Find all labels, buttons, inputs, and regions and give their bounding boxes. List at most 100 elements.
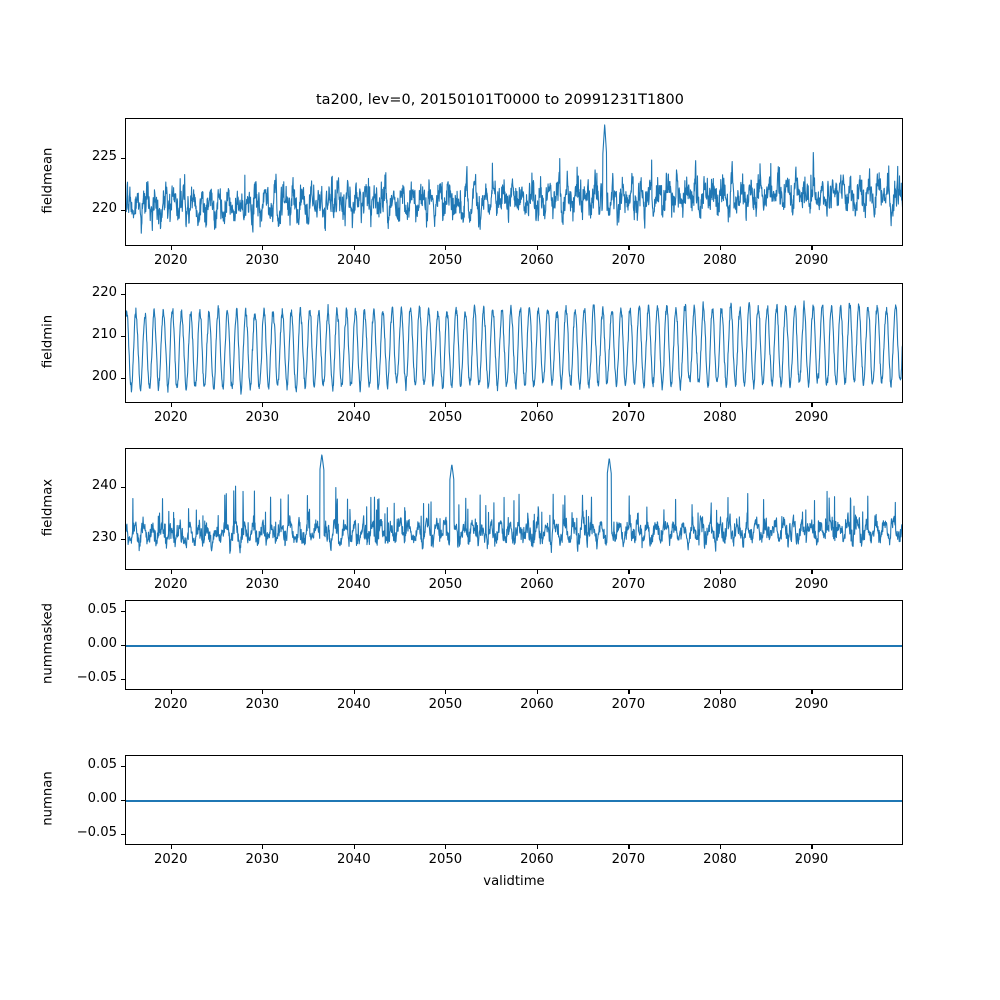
x-tick-mark [262, 845, 264, 849]
x-tick-label-fieldmin-7: 2090 [794, 410, 829, 425]
x-tick-label-numnan-5: 2070 [611, 852, 646, 867]
x-tick-label-fieldmax-4: 2060 [520, 577, 554, 592]
x-tick-mark [445, 690, 447, 694]
x-tick-label-nummasked-4: 2060 [520, 697, 554, 712]
y-tick-label-fieldmean-0: 220 [91, 201, 117, 217]
x-tick-label-nummasked-1: 2030 [245, 697, 280, 712]
series-fieldmax [126, 454, 902, 554]
x-tick-mark [536, 570, 538, 574]
x-tick-label-nummasked-2: 2040 [337, 697, 371, 712]
x-tick-mark [811, 246, 813, 250]
series-nummasked [126, 645, 902, 647]
plot-panel-nummasked [125, 600, 903, 690]
x-tick-mark [353, 845, 355, 849]
y-tick-mark [121, 645, 125, 647]
x-tick-label-numnan-7: 2090 [794, 852, 829, 867]
y-tick-label-numnan-2: 0.05 [87, 756, 117, 772]
y-tick-mark [121, 486, 125, 489]
x-tick-label-fieldmin-5: 2070 [611, 410, 646, 425]
x-tick-mark [170, 570, 172, 574]
x-tick-label-fieldmax-7: 2090 [794, 577, 829, 592]
x-tick-mark [536, 845, 538, 849]
x-tick-label-fieldmin-0: 2020 [153, 410, 188, 425]
x-tick-label-fieldmax-0: 2020 [153, 577, 188, 592]
x-tick-mark [628, 690, 630, 694]
y-tick-label-nummasked-0: −0.05 [76, 670, 117, 686]
x-tick-label-fieldmin-4: 2060 [520, 410, 554, 425]
x-tick-label-fieldmin-1: 2030 [245, 410, 280, 425]
x-tick-mark [719, 246, 722, 250]
x-tick-mark [811, 570, 813, 574]
x-tick-mark [628, 246, 630, 250]
x-tick-mark [719, 403, 722, 407]
y-tick-label-fieldmean-1: 225 [91, 148, 117, 164]
x-tick-label-numnan-1: 2030 [245, 852, 280, 867]
x-tick-label-fieldmax-2: 2040 [337, 577, 371, 592]
x-tick-label-numnan-0: 2020 [153, 852, 188, 867]
y-tick-label-nummasked-2: 0.05 [87, 601, 117, 617]
plot-panel-fieldmin [125, 283, 903, 403]
x-tick-mark [628, 845, 630, 849]
x-tick-mark [445, 570, 447, 574]
x-tick-mark [811, 690, 813, 694]
y-tick-label-fieldmin-1: 210 [91, 326, 117, 342]
x-tick-mark [719, 570, 722, 574]
x-tick-mark [811, 403, 813, 407]
y-axis-label-fieldmin: fieldmin [40, 314, 56, 369]
x-tick-mark [445, 403, 447, 407]
y-tick-label-fieldmin-2: 220 [91, 284, 117, 300]
x-tick-label-fieldmean-7: 2090 [794, 253, 829, 268]
y-tick-mark [121, 377, 125, 379]
x-tick-mark [262, 246, 264, 250]
y-axis-label-nummasked: nummasked [40, 603, 56, 685]
y-tick-mark [121, 293, 125, 295]
y-tick-label-nummasked-1: 0.00 [87, 636, 117, 651]
x-tick-mark [536, 403, 538, 407]
y-tick-label-numnan-1: 0.00 [87, 791, 117, 806]
x-tick-label-nummasked-0: 2020 [153, 697, 188, 712]
x-tick-label-fieldmin-2: 2040 [337, 410, 371, 425]
x-tick-mark [445, 845, 447, 849]
x-tick-label-nummasked-7: 2090 [794, 697, 829, 712]
plot-panel-numnan [125, 755, 903, 845]
x-tick-label-fieldmin-6: 2080 [703, 410, 737, 425]
series-numnan [126, 800, 902, 802]
y-tick-mark [121, 157, 125, 159]
y-tick-mark [121, 335, 125, 337]
x-tick-label-nummasked-6: 2080 [703, 697, 737, 712]
x-tick-mark [170, 246, 172, 250]
plot-panel-fieldmax [125, 448, 903, 570]
series-fieldmean [126, 124, 902, 234]
x-tick-mark [262, 403, 264, 407]
x-tick-mark [719, 690, 722, 694]
y-tick-mark [121, 765, 125, 767]
x-tick-label-numnan-6: 2080 [703, 852, 737, 867]
y-axis-label-numnan: numnan [40, 771, 56, 826]
x-tick-mark [445, 246, 447, 250]
x-tick-mark [536, 690, 538, 694]
x-tick-mark [170, 845, 172, 849]
x-tick-label-numnan-2: 2040 [337, 852, 371, 867]
x-tick-mark [262, 570, 264, 574]
x-tick-mark [628, 403, 630, 407]
x-tick-mark [170, 403, 172, 407]
x-tick-label-fieldmax-6: 2080 [703, 577, 737, 592]
y-tick-mark [121, 610, 125, 612]
x-tick-label-fieldmean-2: 2040 [337, 253, 371, 268]
x-axis-label: validtime [483, 874, 545, 889]
y-tick-mark [121, 800, 125, 802]
x-tick-label-fieldmean-5: 2070 [611, 253, 646, 268]
plot-panel-fieldmean [125, 118, 903, 246]
x-tick-label-fieldmax-5: 2070 [611, 577, 646, 592]
y-tick-label-fieldmax-1: 240 [91, 477, 117, 493]
x-tick-mark [811, 845, 813, 849]
x-tick-label-fieldmean-4: 2060 [520, 253, 554, 268]
x-tick-label-fieldmax-3: 2050 [428, 577, 463, 592]
x-tick-label-fieldmean-6: 2080 [703, 253, 737, 268]
x-tick-label-numnan-4: 2060 [520, 852, 554, 867]
x-tick-mark [353, 246, 355, 250]
x-tick-label-nummasked-5: 2070 [611, 697, 646, 712]
y-tick-mark [121, 538, 125, 540]
x-tick-mark [353, 570, 355, 574]
